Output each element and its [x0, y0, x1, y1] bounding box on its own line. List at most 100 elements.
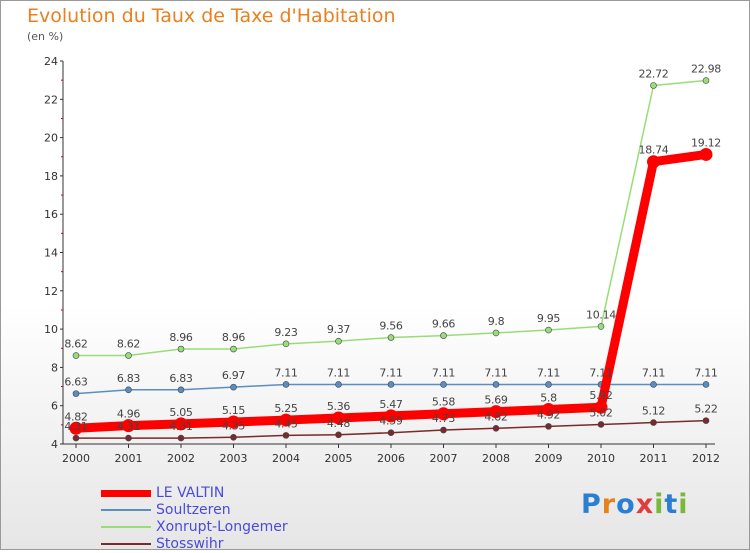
- data-label: 10.14: [586, 308, 616, 321]
- legend-label: Stosswihr: [156, 536, 224, 552]
- data-point: [282, 340, 290, 348]
- data-label: 4.59: [379, 415, 403, 428]
- legend-label: Soultzeren: [156, 502, 231, 518]
- data-label: 9.95: [537, 312, 561, 325]
- data-label: 5.92: [589, 389, 612, 402]
- data-point: [177, 345, 185, 353]
- unit-label: (en %): [27, 30, 64, 43]
- data-label: 4.82: [64, 410, 87, 423]
- data-point: [282, 381, 290, 388]
- legend-swatch: [101, 509, 151, 511]
- data-label: 4.48: [327, 417, 351, 430]
- x-tick-label: 2010: [587, 452, 615, 465]
- data-point: [647, 155, 660, 169]
- data-point: [597, 421, 605, 428]
- legend-swatch: [101, 489, 151, 497]
- data-label: 8.62: [64, 338, 87, 351]
- x-tick-label: 2001: [115, 452, 143, 465]
- data-point: [650, 82, 657, 89]
- data-label: 7.11: [537, 366, 560, 379]
- data-point: [279, 413, 293, 427]
- data-point: [702, 417, 710, 424]
- y-tick-label: 24: [44, 55, 58, 68]
- data-label: 5.22: [694, 403, 717, 416]
- data-label: 5.25: [274, 402, 298, 415]
- data-label: 4.82: [484, 410, 507, 423]
- data-point: [545, 423, 552, 430]
- logo-letter: r: [601, 489, 617, 520]
- x-tick-label: 2007: [430, 452, 458, 465]
- data-point: [230, 345, 237, 353]
- legend-swatch: [101, 526, 151, 528]
- data-point: [384, 409, 398, 423]
- y-tick-label: 4: [51, 438, 58, 451]
- data-point: [125, 386, 132, 394]
- data-label: 6.63: [64, 376, 88, 389]
- data-point: [492, 329, 500, 337]
- data-label: 4.31: [169, 420, 192, 433]
- data-label: 4.73: [432, 412, 456, 425]
- x-tick-label: 2004: [272, 452, 300, 465]
- data-point: [387, 381, 395, 388]
- data-point: [650, 381, 657, 388]
- data-point: [335, 431, 342, 439]
- x-tick-label: 2000: [62, 452, 90, 465]
- data-label: 7.11: [484, 366, 507, 379]
- data-label: 9.23: [274, 326, 298, 339]
- y-tick-label: 8: [51, 361, 58, 374]
- y-tick-label: 6: [51, 400, 58, 413]
- data-point: [177, 386, 185, 394]
- data-point: [230, 433, 237, 441]
- data-label: 7.11: [274, 366, 297, 379]
- data-label: 6.83: [169, 372, 193, 385]
- data-label: 5.69: [484, 394, 508, 407]
- data-point: [335, 381, 342, 388]
- data-label: 9.56: [379, 320, 403, 333]
- y-tick-label: 14: [44, 247, 58, 260]
- data-point: [72, 390, 80, 397]
- data-point: [125, 352, 132, 359]
- data-point: [594, 400, 608, 414]
- data-label: 19.12: [691, 136, 721, 149]
- data-label: 7.11: [379, 366, 402, 379]
- data-point: [69, 421, 83, 435]
- logo-letter: o: [616, 489, 636, 520]
- data-point: [702, 381, 710, 388]
- data-label: 4.96: [117, 408, 141, 421]
- data-label: 5.8: [540, 392, 557, 405]
- data-point: [440, 381, 447, 388]
- data-point: [440, 332, 447, 339]
- data-label: 8.96: [222, 331, 246, 344]
- data-label: 5.05: [169, 406, 193, 419]
- x-tick-label: 2003: [220, 452, 248, 465]
- data-label: 5.15: [222, 404, 246, 417]
- y-tick-label: 10: [44, 323, 58, 336]
- data-label: 4.45: [274, 417, 298, 430]
- data-point: [440, 426, 447, 434]
- x-tick-label: 2009: [535, 452, 563, 465]
- logo-letter: i: [654, 489, 665, 520]
- data-point: [174, 417, 188, 431]
- y-tick-label: 16: [44, 208, 58, 221]
- data-point: [72, 434, 80, 442]
- data-point: [650, 419, 657, 426]
- data-point: [282, 432, 290, 439]
- data-label: 4.35: [222, 419, 246, 432]
- data-label: 8.96: [169, 331, 193, 344]
- x-tick-label: 2002: [167, 452, 195, 465]
- data-label: 9.8: [488, 315, 505, 328]
- y-tick-label: 20: [44, 132, 58, 145]
- data-point: [542, 403, 555, 417]
- x-tick-label: 2011: [640, 452, 668, 465]
- data-label: 5.47: [379, 398, 403, 411]
- legend-label: Xonrupt-Longemer: [156, 519, 288, 535]
- logo-letter: t: [664, 489, 679, 520]
- data-point: [335, 337, 342, 345]
- data-label: 8.62: [117, 338, 140, 351]
- data-label: 7.11: [694, 366, 717, 379]
- x-tick-label: 2012: [692, 452, 720, 465]
- data-point: [489, 405, 503, 419]
- data-label: 5.58: [432, 396, 456, 409]
- data-label: 7.11: [642, 366, 665, 379]
